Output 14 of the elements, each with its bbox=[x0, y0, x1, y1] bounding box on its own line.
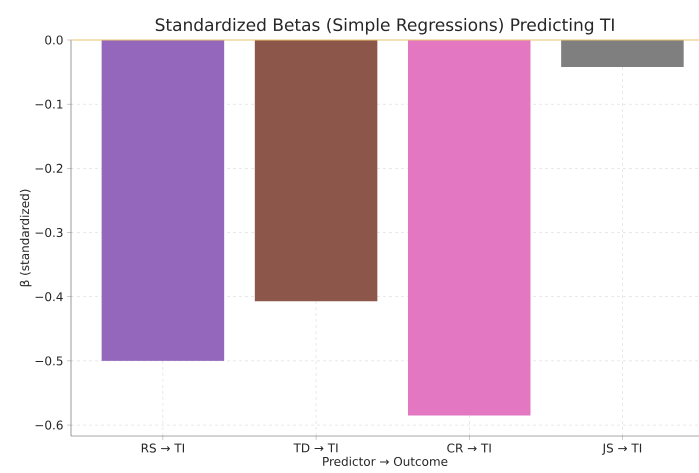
x-tick-label: CR → TI bbox=[447, 444, 491, 453]
x-tick-label: RS → TI bbox=[142, 444, 184, 453]
y-tick-label: −0.1 bbox=[36, 100, 62, 109]
y-tick-label: −0.2 bbox=[36, 164, 62, 173]
y-axis-title: β (standardized) bbox=[20, 190, 32, 286]
y-tick-label: −0.4 bbox=[36, 292, 63, 302]
x-tick-label: JS → TI bbox=[602, 444, 642, 455]
chart-title: Standardized Betas (Simple Regressions) Predicting TI bbox=[156, 18, 614, 34]
x-axis-title: Predictor → Outcome bbox=[323, 456, 448, 466]
y-tick-label: −0.3 bbox=[36, 228, 63, 238]
y-tick-label: −0.5 bbox=[36, 356, 62, 366]
x-tick-label: TD → TI bbox=[293, 444, 338, 452]
y-tick-label: −0.6 bbox=[36, 420, 63, 430]
y-tick-label: 0.0 bbox=[45, 35, 63, 45]
